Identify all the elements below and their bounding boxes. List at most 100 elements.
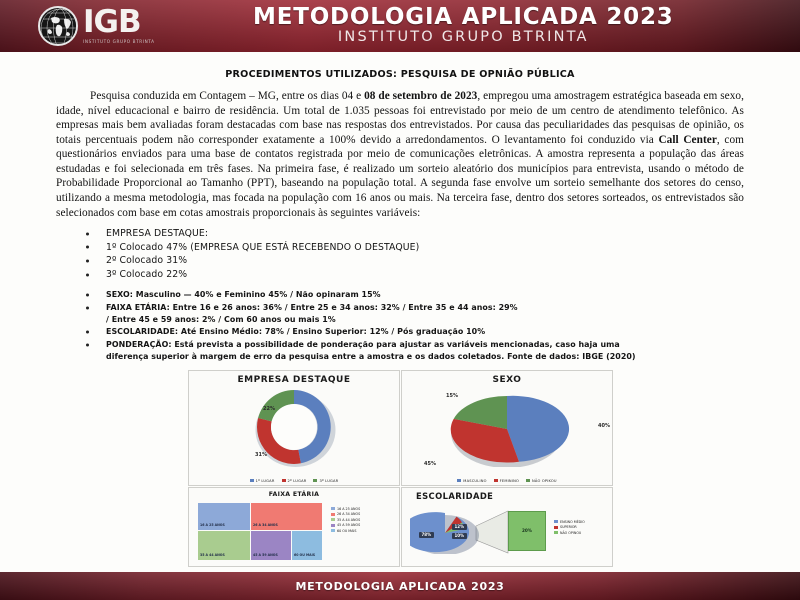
donut-label-2-lugar: 31%	[255, 451, 267, 458]
legend-item: 1º LUGAR	[249, 478, 275, 483]
legend-label: 16 A 25 ANOS	[337, 506, 361, 511]
globe-icon	[38, 6, 78, 46]
list-item-sexo: SEXO: Masculino — 40% e Feminino 45% / N…	[80, 289, 744, 301]
list-item-faixa-etaria: FAIXA ETÁRIA: Entre 16 e 26 anos: 36% / …	[80, 302, 744, 314]
legend-item: NÃO OPINOU	[554, 531, 585, 535]
legend-swatch-1	[331, 507, 335, 511]
legend-label: MASCULINO	[463, 478, 487, 483]
legend-label: 26 A 34 ANOS	[337, 512, 361, 517]
logo-acronym: IGB	[83, 4, 142, 41]
footer-title: METODOLOGIA APLICADA 2023	[295, 579, 505, 593]
intro-paragraph: Pesquisa conduzida em Contagem – MG, ent…	[56, 89, 744, 220]
legend-item: 60 OU MAIS	[331, 529, 360, 533]
pie-chart-sexo	[402, 387, 612, 469]
legend-item: 2º LUGAR	[281, 478, 307, 483]
legend-swatch-blue	[554, 520, 558, 524]
chart-title: SEXO	[492, 374, 522, 385]
legend-item: 16 A 25 ANOS	[331, 507, 360, 511]
chart-legend: ENSINO MÉDIO SUPERIOR NÃO OPINOU	[554, 520, 585, 535]
escolaridade-bar: 20%	[508, 510, 546, 551]
legend-swatch-green	[313, 479, 318, 483]
document-body: PROCEDIMENTOS UTILIZADOS: PESQUISA DE OP…	[0, 52, 800, 600]
connector-shape	[475, 510, 509, 554]
charts-grid: EMPRESA DESTAQUE 22% 31%	[188, 369, 613, 567]
chart-empresa-destaque: EMPRESA DESTAQUE 22% 31%	[188, 369, 400, 486]
header-banner: IGB INSTITUTO GRUPO BTRINTA METODOLOGIA …	[0, 0, 800, 52]
legend-item: 35 A 44 ANOS	[331, 518, 360, 522]
legend-label: SUPERIOR	[560, 525, 577, 530]
pie-label-nao-opinou: 15%	[446, 392, 458, 399]
legend-item: 26 A 34 ANOS	[331, 512, 360, 516]
legend-item: ENSINO MÉDIO	[554, 520, 585, 524]
legend-swatch-2	[331, 512, 335, 516]
chart-sexo: SEXO 15% 45% 40% MASCULINO	[401, 369, 613, 486]
legend-swatch-blue	[457, 479, 462, 483]
legend-label: 45 A 59 ANOS	[337, 523, 361, 528]
chart-title: EMPRESA DESTAQUE	[237, 374, 351, 385]
legend-swatch-red	[493, 479, 498, 483]
section-title: PROCEDIMENTOS UTILIZADOS: PESQUISA DE OP…	[225, 69, 575, 80]
legend-label: NÃO OPINOU	[560, 530, 582, 535]
esc-label-superior: 12%	[452, 523, 467, 530]
legend-swatch-3	[331, 518, 335, 522]
list-item-ponderacao-cont: diferença superior à margem de erro da p…	[106, 352, 636, 362]
legend-label: FEMININO	[499, 478, 519, 483]
esc-label-ensino-medio: 78%	[419, 531, 434, 538]
chart-legend: MASCULINO FEMININO NÃO OPIKOU	[402, 479, 612, 483]
bar-value-label: 20%	[521, 528, 533, 534]
para-part-3: , com questionários enviados para uma ba…	[56, 133, 744, 219]
legend-swatch-green	[526, 479, 530, 483]
logo-subtitle: INSTITUTO GRUPO BTRINTA	[83, 38, 155, 44]
footer-banner: METODOLOGIA APLICADA 2023	[0, 572, 800, 600]
list-item: EMPRESA DESTAQUE:	[80, 227, 744, 240]
legend-item: SUPERIOR	[554, 525, 585, 529]
para-part-2: , empregou uma amostragem estratégica ba…	[56, 90, 744, 146]
legend-swatch-red	[554, 525, 558, 529]
variaveis-list: SEXO: Masculino — 40% e Feminino 45% / N…	[80, 289, 744, 363]
chart-legend: 1º LUGAR 2º LUGAR 3º LUGAR	[189, 479, 399, 483]
legend-item: MASCULINO	[457, 479, 486, 483]
legend-item: NÃO OPIKOU	[526, 479, 557, 483]
pie-label-masculino: 40%	[598, 422, 610, 429]
esc-label-nao-opinou: 10%	[452, 532, 467, 539]
list-item: 3º Colocado 22%	[80, 268, 744, 281]
legend-label: ENSINO MÉDIO	[560, 519, 585, 524]
treemap-cell: 26 A 34 ANOS	[251, 502, 322, 530]
para-part-1: Pesquisa conduzida em Contagem – MG, ent…	[90, 90, 365, 102]
legend-item: 45 A 59 ANOS	[331, 523, 360, 527]
list-item-escolaridade: ESCOLARIDADE: Até Ensino Médio: 78% / En…	[80, 326, 744, 338]
donut-label-3-lugar: 22%	[263, 405, 275, 412]
treemap-cell: 45 A 59 ANOS	[251, 530, 291, 560]
legend-label: 2º LUGAR	[287, 478, 307, 483]
logo: IGB INSTITUTO GRUPO BTRINTA	[38, 6, 155, 46]
empresa-destaque-list: EMPRESA DESTAQUE: 1º Colocado 47% (EMPRE…	[80, 227, 744, 281]
chart-faixa-etaria: FAIXA ETÁRIA 16 A 25 ANOS 26 A 34 ANOS 3…	[188, 486, 400, 567]
treemap-cell: 16 A 25 ANOS	[198, 502, 250, 530]
legend-label: 35 A 44 ANOS	[337, 517, 361, 522]
chart-title: FAIXA ETÁRIA	[268, 490, 320, 498]
list-item: 1º Colocado 47% (EMPRESA QUE ESTÁ RECEBE…	[80, 241, 744, 254]
treemap-cell: 35 A 44 ANOS	[198, 530, 250, 560]
list-item: 2º Colocado 31%	[80, 254, 744, 267]
chart-escolaridade: ESCOLARIDADE 78% 12%	[401, 486, 613, 567]
legend-swatch-4	[331, 523, 335, 527]
chart-title: ESCOLARIDADE	[416, 490, 494, 501]
legend-item: FEMININO	[493, 478, 519, 483]
para-bold-callcenter: Call Center	[658, 133, 717, 146]
header-titles: METODOLOGIA APLICADA 2023 INSTITUTO GRUP…	[155, 5, 800, 47]
pie-label-feminino: 45%	[424, 460, 436, 467]
legend-label: 1º LUGAR	[255, 478, 275, 483]
legend-label: 3º LUGAR	[319, 478, 339, 483]
legend-swatch-red	[281, 479, 286, 483]
legend-swatch-blue	[249, 479, 254, 483]
header-title: METODOLOGIA APLICADA 2023	[253, 4, 674, 31]
list-item-ponderacao: PONDERAÇÃO: Está prevista a possibilidad…	[80, 339, 744, 351]
treemap: 16 A 25 ANOS 26 A 34 ANOS 35 A 44 ANOS 4…	[198, 502, 322, 560]
legend-item: 3º LUGAR	[313, 479, 338, 483]
legend-swatch-green	[554, 531, 558, 535]
treemap-cell: 60 OU MAIS	[292, 530, 322, 560]
header-subtitle: INSTITUTO GRUPO BTRINTA	[337, 29, 589, 46]
list-item-faixa-etaria-cont: / Entre 45 e 59 anos: 2% / Com 60 anos o…	[106, 315, 336, 325]
chart-legend: 16 A 25 ANOS 26 A 34 ANOS 35 A 44 ANOS 4…	[331, 507, 360, 533]
